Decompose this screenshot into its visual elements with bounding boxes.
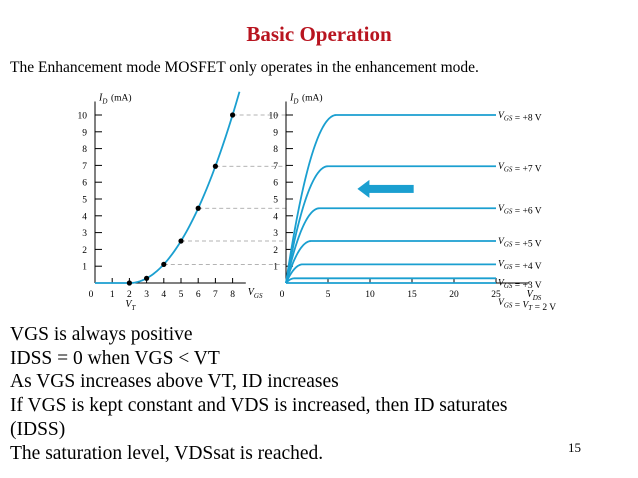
x-tick-label: 15 — [407, 290, 417, 300]
x-tick-label: 0 — [89, 290, 94, 300]
x-tick-label: 5 — [326, 290, 331, 300]
y-tick-label: 7 — [273, 162, 278, 172]
vt-annotation: VT — [125, 299, 136, 312]
y-axis-label-id: ID — [289, 93, 298, 106]
x-tick-label: 1 — [110, 290, 115, 300]
bullet-item: The saturation level, VDSsat is reached. — [10, 442, 324, 464]
y-tick-label: 3 — [273, 229, 278, 239]
series-label: VGS = +5 V — [498, 237, 542, 250]
drain-curve — [285, 277, 496, 284]
left-arrow-head — [357, 179, 370, 198]
x-axis-label-vds: VDS — [527, 289, 542, 302]
x-tick-label: 3 — [144, 290, 149, 300]
y-tick-label: 1 — [273, 263, 278, 273]
y-tick-label: 2 — [82, 246, 87, 256]
series-label: VGS = +4 V — [498, 259, 542, 272]
x-tick-label: 8 — [230, 290, 235, 300]
series-label: VGS = +6 V — [498, 204, 542, 217]
x-tick-label: 5 — [179, 290, 184, 300]
series-label: VGS = +8 V — [498, 111, 542, 124]
y-tick-label: 1 — [82, 263, 87, 273]
data-point — [161, 261, 167, 267]
drain-curve — [285, 263, 496, 284]
y-axis-label-id: ID — [98, 93, 107, 106]
left-arrow-shaft — [365, 184, 414, 193]
data-point — [195, 205, 201, 211]
y-tick-label: 5 — [82, 196, 87, 206]
drain-characteristics-plot: 1 2 3 4 5 6 7 8 9 10 0 5 10 15 20 25 ID (mA) VDS VGS = +8 V… — [269, 93, 557, 313]
bullet-item: VGS is always positive — [10, 324, 193, 345]
y-tick-label: 6 — [82, 179, 87, 189]
drain-curve — [285, 207, 496, 284]
y-tick-label: 10 — [78, 112, 88, 122]
transfer-curve — [95, 91, 241, 284]
y-tick-label: 9 — [273, 128, 278, 138]
bullet-item: As VGS increases above VT, ID increases — [10, 371, 339, 393]
data-point — [144, 275, 150, 281]
x-tick-label: 0 — [280, 290, 285, 300]
y-tick-label: 4 — [273, 212, 278, 222]
bullet-item: If VGS is kept constant and VDS is incre… — [10, 395, 508, 417]
y-tick-label: 8 — [273, 145, 278, 155]
y-tick-label: 4 — [82, 212, 87, 222]
series-label: VGS = VT = 2 V — [498, 298, 556, 313]
x-tick-label: 7 — [213, 290, 218, 300]
drain-curve — [285, 240, 496, 284]
y-tick-label: 3 — [82, 229, 87, 239]
data-point — [212, 163, 218, 169]
drain-curve — [285, 114, 496, 284]
y-tick-label: 8 — [82, 145, 87, 155]
x-tick-label: 4 — [161, 290, 166, 300]
y-tick-label: 6 — [273, 179, 278, 189]
x-tick-label: 25 — [491, 290, 501, 300]
data-point — [178, 238, 184, 244]
bullet-item: IDSS = 0 when VGS < VT — [10, 347, 220, 369]
series-label: VGS = +3 V — [498, 278, 542, 291]
data-point — [230, 112, 236, 118]
drain-curve — [285, 165, 496, 284]
slide-title: Basic Operation — [246, 22, 392, 46]
y-tick-label: 5 — [273, 196, 278, 206]
data-point — [126, 280, 132, 286]
x-axis-label-vgs: VGS — [248, 287, 263, 300]
y-tick-label: 9 — [82, 128, 87, 138]
y-axis-unit: (mA) — [302, 93, 323, 104]
x-tick-label: 2 — [127, 290, 132, 300]
series-label: VGS = +7 V — [498, 162, 542, 175]
y-tick-label: 2 — [273, 246, 278, 256]
x-tick-label: 6 — [196, 290, 201, 300]
slide-subtitle: The Enhancement mode MOSFET only operate… — [10, 59, 479, 76]
y-tick-label: 7 — [82, 162, 87, 172]
page-number: 15 — [568, 440, 581, 455]
x-tick-label: 10 — [365, 290, 375, 300]
x-tick-label: 20 — [449, 290, 459, 300]
bullet-item: (IDSS) — [10, 418, 66, 440]
bullet-list: VGS is always positive IDSS = 0 when VGS… — [10, 323, 508, 465]
mosfet-characteristics-chart: 1 2 3 4 5 6 7 8 9 10 0 1 2 3 4 5 6 7 8 ID (mA) VGS VT 1 2 3 4 5 6 7 8… — [78, 91, 557, 313]
y-tick-label: 10 — [269, 112, 279, 122]
y-axis-unit: (mA) — [111, 93, 132, 104]
